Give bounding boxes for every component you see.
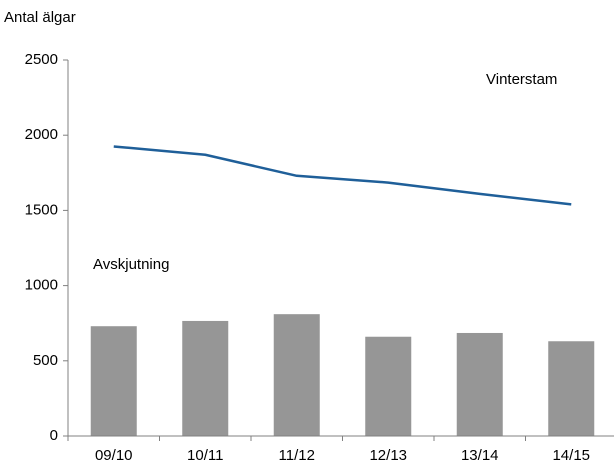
x-tick-label: 14/15 [552, 447, 590, 464]
x-tick-label: 12/13 [369, 447, 407, 464]
annotation: Vinterstam [486, 71, 557, 88]
bar [90, 326, 137, 436]
y-tick-label: 1000 [25, 277, 58, 294]
y-axis-label: Antal älgar [4, 9, 76, 26]
x-tick-label: 09/10 [95, 447, 133, 464]
annotation: Avskjutning [93, 256, 169, 273]
y-tick-label: 0 [50, 427, 58, 444]
y-tick-label: 1500 [25, 201, 58, 218]
line [113, 145, 572, 206]
y-tick-label: 2500 [25, 51, 58, 68]
bar [456, 332, 503, 436]
bar [273, 314, 320, 436]
y-tick-label: 2000 [25, 126, 58, 143]
bar [365, 336, 412, 436]
bar [548, 341, 595, 436]
x-tick-label: 10/11 [187, 447, 223, 464]
x-tick-label: 11/12 [279, 447, 315, 464]
y-tick-label: 500 [33, 352, 58, 369]
x-tick-label: 13/14 [461, 447, 499, 464]
bar [182, 320, 229, 436]
